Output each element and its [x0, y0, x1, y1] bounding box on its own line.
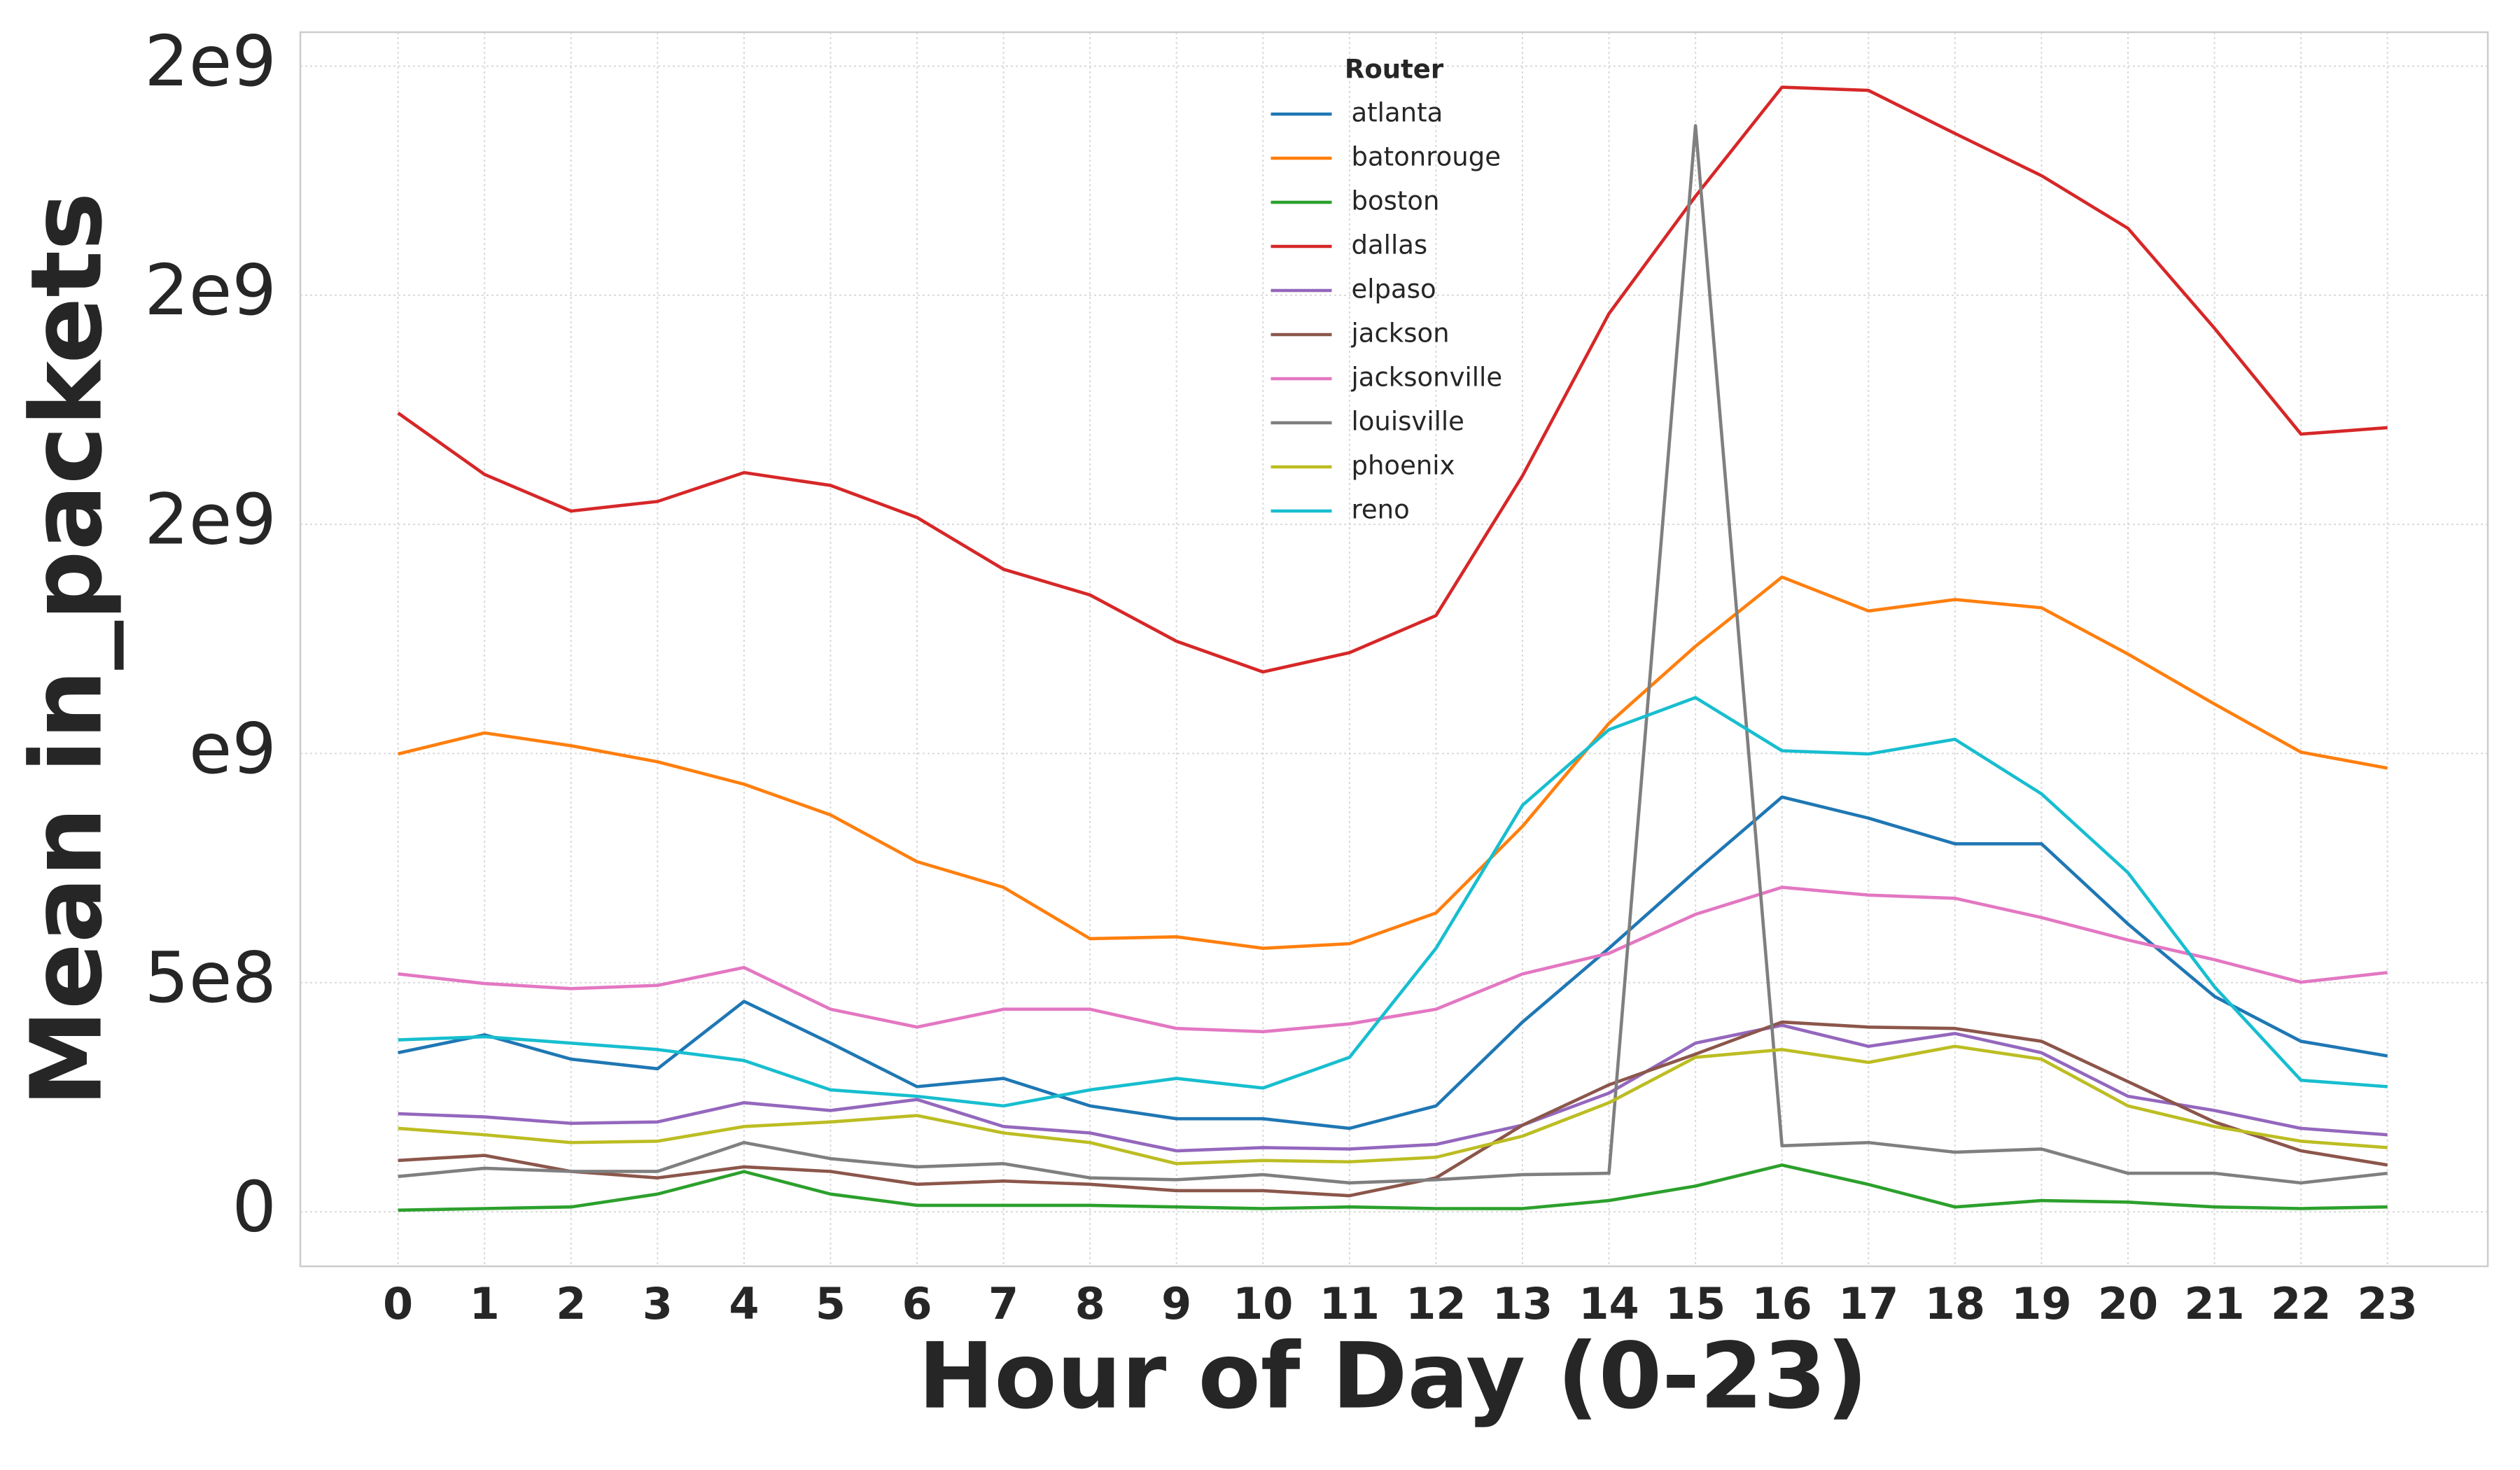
- legend-label: batonrouge: [1352, 142, 1502, 172]
- x-tick-label: 3: [643, 1278, 673, 1329]
- x-tick-label: 14: [1578, 1278, 1639, 1329]
- x-tick-label: 2: [556, 1278, 586, 1329]
- x-tick-label: 16: [1752, 1278, 1812, 1329]
- series-line: [398, 1044, 2388, 1166]
- x-tick-label: 0: [383, 1278, 413, 1329]
- x-tick-label: 8: [1075, 1278, 1105, 1329]
- y-tick-label: 5e8: [144, 937, 276, 1018]
- x-tick-label: 15: [1665, 1278, 1726, 1329]
- series-line: [398, 575, 2388, 950]
- x-tick-label: 9: [1161, 1278, 1191, 1329]
- x-tick-label: 20: [2098, 1278, 2158, 1329]
- y-axis-label: Mean in_packets: [10, 192, 125, 1107]
- x-tick-label: 7: [988, 1278, 1018, 1329]
- x-tick-label: 17: [1838, 1278, 1898, 1329]
- plot-frame: [299, 31, 2489, 1268]
- series-line: [398, 1023, 2388, 1153]
- y-tick-label: 2e9: [144, 20, 276, 102]
- y-tick-label: e9: [189, 708, 276, 790]
- legend-label: louisville: [1352, 407, 1464, 437]
- series-line: [398, 124, 2388, 1185]
- x-tick-label: 13: [1492, 1278, 1553, 1329]
- y-tick-label: 2e9: [144, 249, 276, 331]
- legend-label: reno: [1352, 495, 1410, 525]
- x-tick-label: 18: [1925, 1278, 1985, 1329]
- x-tick-label: 12: [1406, 1278, 1466, 1329]
- x-tick-label: 10: [1233, 1278, 1293, 1329]
- x-tick-label: 22: [2271, 1278, 2331, 1329]
- legend-label: dallas: [1352, 230, 1428, 260]
- x-tick-label: 19: [2011, 1278, 2071, 1329]
- legend-label: elpaso: [1352, 274, 1436, 304]
- x-tick-label: 4: [729, 1278, 759, 1329]
- legend-label: jacksonville: [1351, 363, 1503, 393]
- y-tick-label: 2e9: [144, 478, 276, 560]
- series-line: [398, 1020, 2388, 1198]
- series-line: [398, 696, 2388, 1108]
- x-tick-label: 5: [816, 1278, 846, 1329]
- legend-label: atlanta: [1352, 98, 1443, 128]
- x-tick-label: 1: [470, 1278, 500, 1329]
- y-tick-label: 0: [232, 1166, 276, 1247]
- x-axis-label: Hour of Day (0-23): [918, 1323, 1868, 1429]
- series-line: [398, 795, 2388, 1130]
- x-tick-label: 21: [2184, 1278, 2244, 1329]
- series-line: [398, 886, 2388, 1034]
- legend-label: boston: [1352, 186, 1440, 216]
- x-tick-label: 23: [2358, 1278, 2418, 1329]
- legend-label: jackson: [1351, 318, 1450, 349]
- legend-label: phoenix: [1352, 451, 1455, 481]
- x-tick-label: 6: [902, 1278, 932, 1329]
- series-line: [397, 85, 2388, 674]
- series-line: [398, 1163, 2388, 1212]
- legend-title: Router: [1345, 55, 1444, 85]
- x-tick-label: 11: [1320, 1278, 1380, 1329]
